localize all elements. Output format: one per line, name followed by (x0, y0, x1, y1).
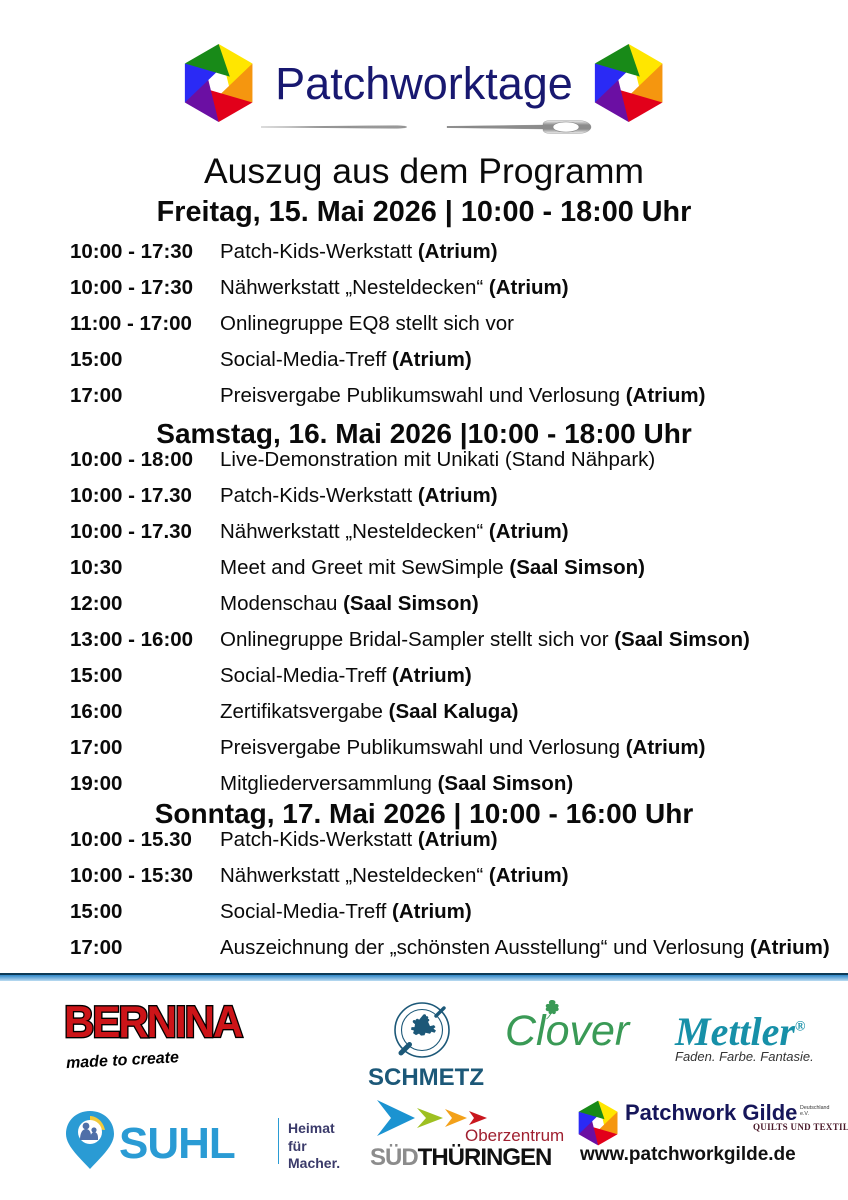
svg-text:BERNINA: BERNINA (64, 998, 242, 1047)
